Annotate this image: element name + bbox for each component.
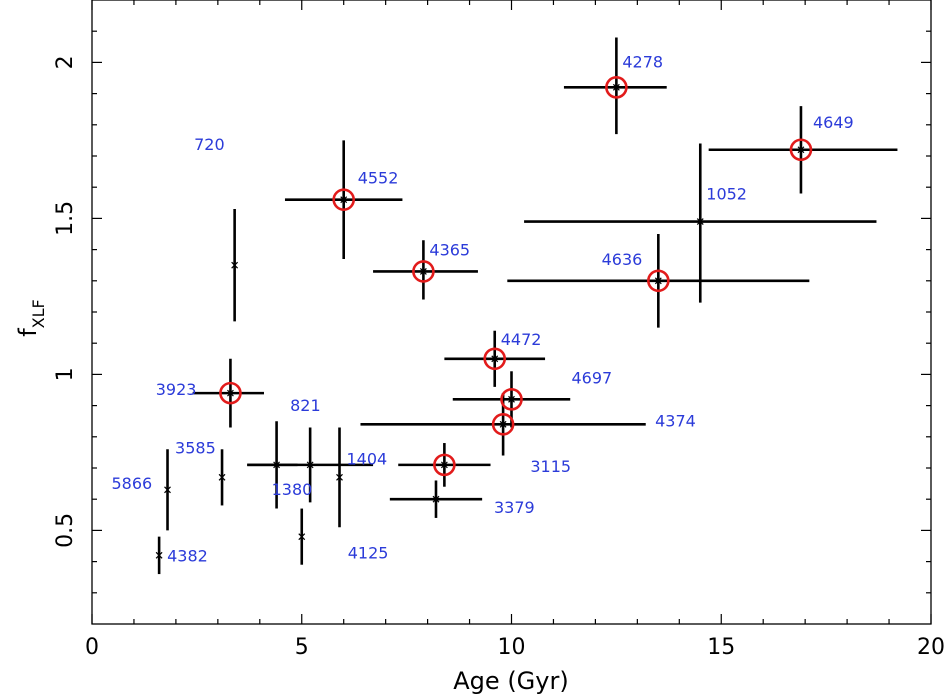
x-tick-label: 5 bbox=[295, 635, 309, 660]
point-label-4125: 4125 bbox=[348, 544, 389, 563]
point-label-3379: 3379 bbox=[494, 498, 535, 517]
highlight-circle-4472 bbox=[483, 347, 507, 371]
point-marker-4649 bbox=[797, 146, 805, 154]
point-label-4636: 4636 bbox=[602, 250, 643, 269]
point-label-3923: 3923 bbox=[156, 380, 197, 399]
point-label-4649: 4649 bbox=[813, 113, 854, 132]
point-label-1404: 1404 bbox=[347, 449, 388, 468]
tick-labels: 0 5 10 15 20 0.5 1 1.5 2 bbox=[53, 55, 945, 660]
point-marker-1404 bbox=[336, 473, 343, 481]
point-label-4472: 4472 bbox=[501, 330, 542, 349]
x-axis-title: Age (Gyr) bbox=[453, 667, 568, 695]
highlight-circle-4697 bbox=[500, 388, 523, 411]
point-marker-3115 bbox=[440, 461, 448, 469]
highlight-circle-4374 bbox=[491, 413, 515, 436]
point-label-4552: 4552 bbox=[358, 169, 399, 188]
highlight-circle-4552 bbox=[332, 188, 356, 211]
x-tick-label: 10 bbox=[498, 635, 526, 660]
point-label-3585: 3585 bbox=[175, 438, 216, 457]
point-marker-720 bbox=[231, 261, 239, 269]
y-tick-label: 2 bbox=[53, 55, 78, 69]
plot-frame bbox=[91, 0, 932, 625]
point-label-5866: 5866 bbox=[112, 474, 153, 493]
x-tick-label: 20 bbox=[917, 635, 945, 660]
point-marker-4472 bbox=[491, 355, 499, 363]
highlight-circle-3923 bbox=[219, 381, 242, 405]
highlight-circles bbox=[219, 76, 813, 477]
x-tick-label: 15 bbox=[707, 635, 735, 660]
point-marker-1380 bbox=[273, 461, 281, 469]
point-marker-4125 bbox=[298, 533, 306, 541]
y-tick-label: 0.5 bbox=[53, 513, 78, 548]
y-axis-title-main: f bbox=[14, 328, 42, 337]
highlight-circle-4278 bbox=[605, 76, 628, 99]
point-label-3115: 3115 bbox=[530, 457, 571, 476]
highlight-circle-4649 bbox=[789, 138, 813, 162]
point-marker-4552 bbox=[340, 196, 348, 204]
point-label-4697: 4697 bbox=[572, 368, 613, 387]
y-axis-title: fXLF bbox=[14, 299, 48, 337]
markers bbox=[155, 83, 805, 559]
point-marker-4374 bbox=[499, 420, 507, 428]
point-label-4365: 4365 bbox=[429, 240, 470, 259]
point-marker-4365 bbox=[419, 268, 427, 275]
point-label-4374: 4374 bbox=[655, 411, 696, 430]
point-marker-4697 bbox=[508, 395, 515, 403]
point-label-4278: 4278 bbox=[622, 52, 663, 71]
point-marker-4382 bbox=[155, 551, 163, 559]
error-bars bbox=[157, 37, 898, 575]
y-axis-title-subscript: XLF bbox=[29, 299, 48, 328]
point-marker-4278 bbox=[612, 83, 620, 91]
point-marker-3923 bbox=[227, 389, 234, 397]
point-label-1052: 1052 bbox=[706, 185, 747, 204]
highlight-circle-3115 bbox=[433, 453, 456, 477]
point-label-4382: 4382 bbox=[167, 546, 208, 565]
x-tick-label: 0 bbox=[85, 635, 99, 660]
axis-ticks bbox=[91, 0, 932, 624]
y-tick-label: 1 bbox=[53, 367, 78, 381]
point-label-1380: 1380 bbox=[272, 480, 313, 499]
point-label-821: 821 bbox=[290, 396, 321, 415]
point-marker-1052 bbox=[696, 218, 704, 225]
point-labels: 4278 4649 4552 1052 720 4365 4636 4472 3923 4697 4… bbox=[112, 52, 854, 565]
highlight-circle-4365 bbox=[412, 260, 435, 283]
point-marker-821 bbox=[306, 461, 314, 469]
y-tick-label: 1.5 bbox=[53, 201, 78, 236]
highlight-circle-4636 bbox=[647, 269, 670, 293]
point-marker-3379 bbox=[432, 495, 440, 503]
point-marker-4636 bbox=[654, 277, 662, 285]
point-label-720: 720 bbox=[194, 135, 225, 154]
point-marker-5866 bbox=[164, 486, 171, 494]
point-marker-3585 bbox=[218, 473, 226, 481]
